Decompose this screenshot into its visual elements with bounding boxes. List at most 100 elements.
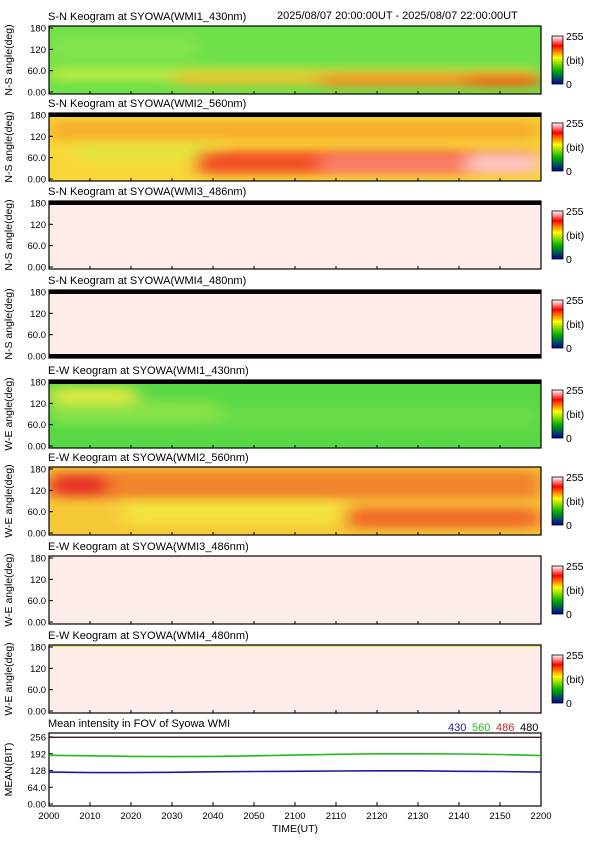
colorbar-unit-label: (bit)	[566, 674, 584, 686]
x-tick-label: 2050	[243, 811, 264, 822]
colorbar-min-label: 0	[566, 79, 572, 91]
y-tick-label: 180	[30, 288, 46, 299]
heatmap-background	[49, 645, 541, 713]
y-tick-label: 120	[30, 486, 46, 497]
colorbar-max-label: 255	[566, 118, 584, 130]
panel-title: S-N Keogram at SYOWA(WMI3_486nm)	[48, 186, 246, 198]
heatmap-background	[49, 201, 541, 269]
colorbar-unit-label: (bit)	[566, 319, 584, 331]
x-tick-label: 2000	[38, 811, 59, 822]
legend-item-430: 430	[448, 722, 466, 734]
y-tick-label: 64.0	[28, 783, 47, 794]
heatmap-feature	[49, 470, 541, 499]
y-tick-label: 256	[30, 733, 46, 744]
heatmap-background	[49, 290, 541, 358]
y-tick-label: 180	[30, 465, 46, 476]
heatmap-feature	[122, 501, 345, 525]
y-tick-label: 60.0	[28, 241, 47, 252]
y-tick-label: 180	[30, 199, 46, 210]
top-mask-bar	[49, 290, 541, 294]
colorbar-unit-label: (bit)	[566, 142, 584, 154]
keogram-panels: S-N Keogram at SYOWA(WMI1_430nm) 180 120 60…	[3, 11, 584, 718]
keogram-image	[49, 645, 541, 713]
keogram-panel-3: S-N Keogram at SYOWA(WMI3_486nm)180 120 60…	[3, 186, 584, 274]
y-axis-label: N-S angle(deg)	[3, 111, 15, 182]
colorbar-gradient	[551, 565, 564, 615]
y-tick-label: 120	[30, 132, 46, 143]
panel-title: Mean intensity in FOV of Syowa WMI	[48, 718, 230, 730]
colorbar-unit-label: (bit)	[566, 55, 584, 67]
colorbar-min-label: 0	[566, 609, 572, 621]
colorbar-min-label: 0	[566, 698, 572, 710]
keogram-panel-1: S-N Keogram at SYOWA(WMI1_430nm)180 120 60…	[3, 11, 584, 99]
y-tick-label: 60.0	[28, 507, 47, 518]
mean-intensity-panel: Mean intensity in FOV of Syowa WMI 430 560…	[3, 718, 552, 835]
y-tick-label: 120	[30, 664, 46, 675]
colorbar: 255 (bit) 0	[551, 206, 584, 266]
colorbar-max-label: 255	[566, 295, 584, 307]
x-tick-label: 2010	[79, 811, 100, 822]
heatmap-features	[49, 386, 541, 428]
series-line-560	[48, 753, 542, 758]
x-tick-label: 2140	[448, 811, 469, 822]
keogram-image	[49, 556, 541, 624]
y-tick-label: 192	[30, 749, 46, 760]
heatmap-feature	[344, 507, 541, 529]
y-axis-label: N-S angle(deg)	[3, 199, 15, 270]
series-line-430	[48, 770, 542, 774]
y-tick-label: 60.0	[28, 330, 47, 341]
legend: 430 560 486 480	[448, 722, 538, 734]
colorbar: 255 (bit) 0	[551, 118, 584, 178]
panel-title: S-N Keogram at SYOWA(WMI1_430nm)	[48, 11, 246, 23]
y-tick-label: 180	[30, 554, 46, 565]
keogram-image	[49, 113, 541, 181]
y-tick-label: 0.00	[28, 529, 47, 540]
y-tick-label: 120	[30, 399, 46, 410]
y-tick-label: 0.00	[28, 618, 47, 629]
keogram-image	[49, 26, 541, 94]
y-axis-label: N-S angle(deg)	[3, 24, 15, 95]
keogram-panel-5: E-W Keogram at SYOWA(WMI1_430nm)180 120 60…	[3, 365, 584, 453]
y-tick-label: 180	[30, 378, 46, 389]
heatmap-feature	[73, 143, 222, 161]
y-axis-label: N-S angle(deg)	[3, 288, 15, 359]
y-tick-label: 60.0	[28, 420, 47, 431]
colorbar-unit-label: (bit)	[566, 585, 584, 597]
y-tick-label: 120	[30, 575, 46, 586]
colorbar-max-label: 255	[566, 472, 584, 484]
heatmap-feature	[467, 74, 541, 86]
heatmap-background	[49, 556, 541, 624]
panel-title: E-W Keogram at SYOWA(WMI3_486nm)	[48, 541, 249, 553]
colorbar-gradient	[551, 299, 564, 349]
plot-frame	[48, 732, 542, 807]
y-axis-label: W-E angle(deg)	[3, 377, 15, 450]
colorbar-min-label: 0	[566, 166, 572, 178]
keogram-panel-7: E-W Keogram at SYOWA(WMI3_486nm)180 120 60…	[3, 541, 584, 629]
x-tick-label: 2030	[161, 811, 182, 822]
keogram-panel-4: S-N Keogram at SYOWA(WMI4_480nm)180 120 60…	[3, 275, 584, 363]
colorbar-max-label: 255	[566, 561, 584, 573]
y-tick-label: 0.00	[28, 263, 47, 274]
colorbar-gradient	[551, 389, 564, 439]
x-tick-label: 2040	[202, 811, 223, 822]
y-axis-label: W-E angle(deg)	[3, 642, 15, 715]
panel-title: E-W Keogram at SYOWA(WMI4_480nm)	[48, 630, 249, 642]
y-tick-label: 120	[30, 45, 46, 56]
x-tick-label: 2120	[366, 811, 387, 822]
legend-item-486: 486	[496, 722, 514, 734]
colorbar-max-label: 255	[566, 206, 584, 218]
colorbar: 255 (bit) 0	[551, 31, 584, 91]
y-axis-label: W-E angle(deg)	[3, 464, 15, 537]
x-tick-label: 2130	[407, 811, 428, 822]
x-tick-label: 2110	[326, 811, 346, 822]
panel-title: S-N Keogram at SYOWA(WMI4_480nm)	[48, 275, 246, 287]
colorbar-gradient	[551, 476, 564, 526]
keogram-image	[49, 201, 541, 269]
y-tick-label: 128	[30, 766, 46, 777]
y-tick-label: 60.0	[28, 66, 47, 77]
colorbar: 255 (bit) 0	[551, 650, 584, 710]
legend-item-560: 560	[472, 722, 490, 734]
y-tick-label: 0.00	[28, 442, 47, 453]
heatmap-feature	[467, 153, 541, 173]
keogram-image	[49, 467, 541, 535]
